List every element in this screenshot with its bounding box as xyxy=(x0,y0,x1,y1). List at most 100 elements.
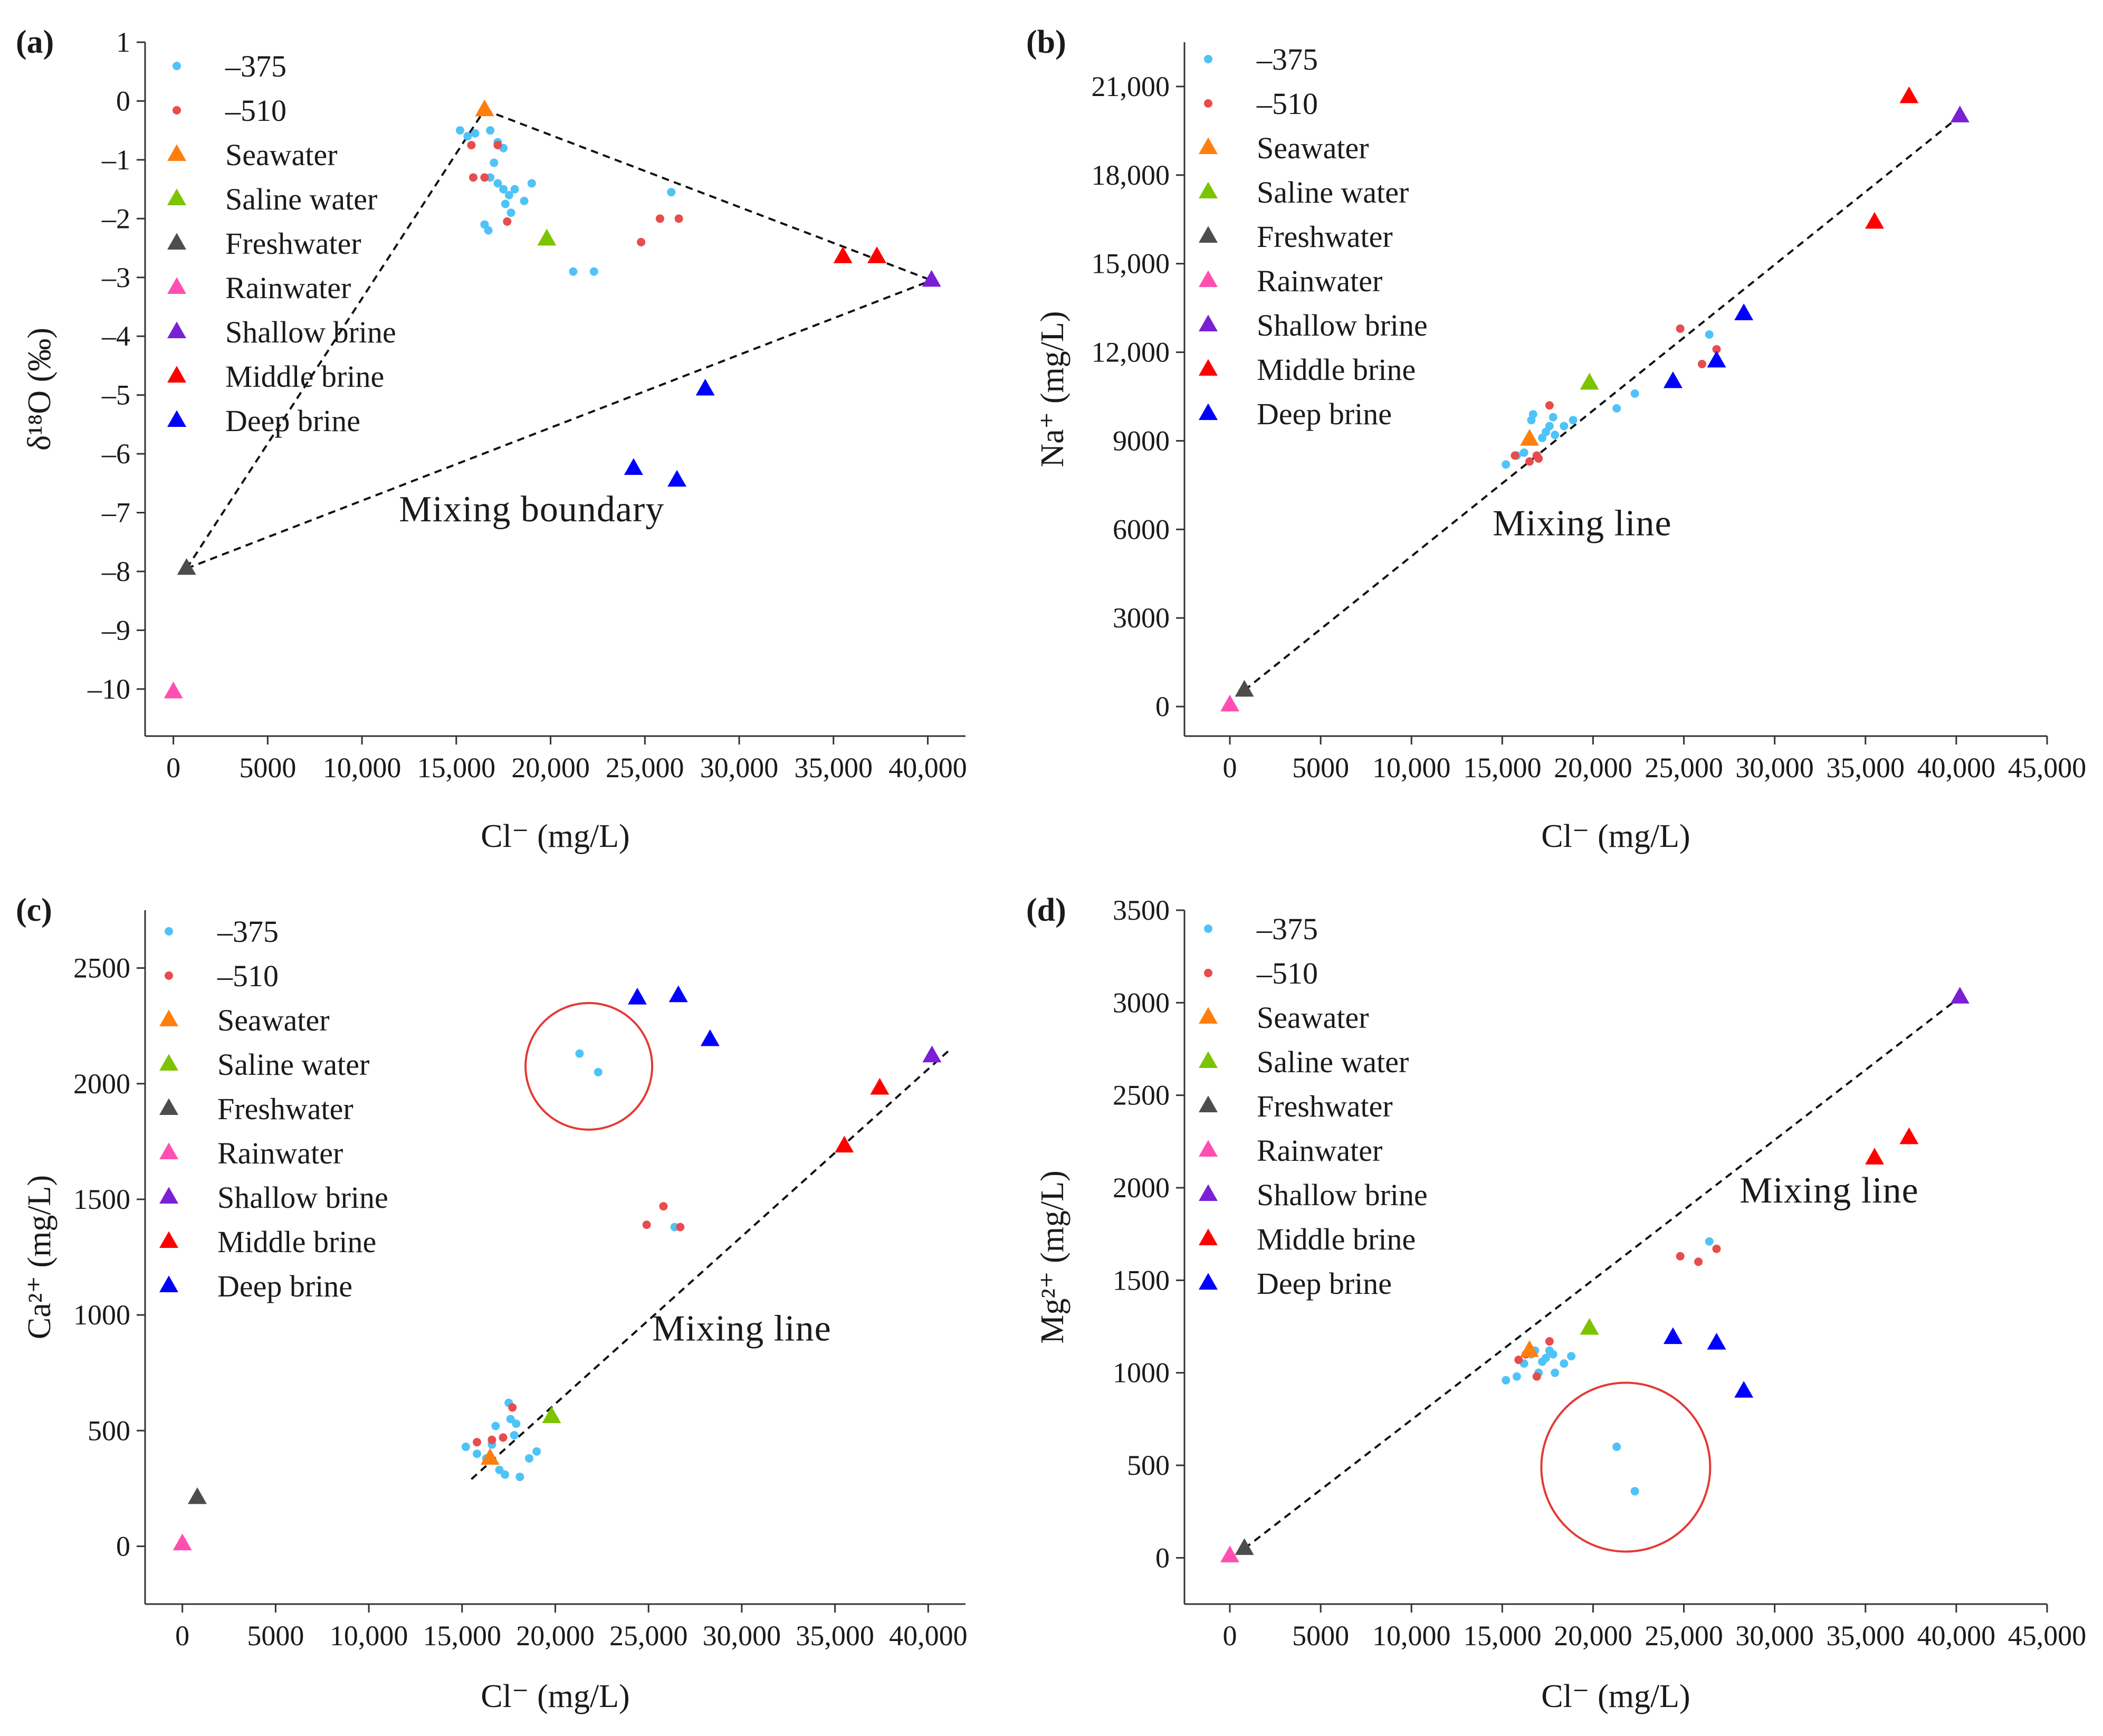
marker-freshwater xyxy=(1235,680,1254,697)
point-s510 xyxy=(499,1433,508,1442)
legend-label: Rainwater xyxy=(1257,264,1382,298)
marker-freshwater xyxy=(177,558,196,575)
point-s510 xyxy=(1514,1356,1523,1365)
point-s375 xyxy=(1551,1368,1560,1377)
x-tick-label: 5000 xyxy=(247,1620,304,1652)
legend-label: Seawater xyxy=(1257,131,1369,165)
legend-label: –375 xyxy=(217,914,279,949)
legend-triangle xyxy=(1199,1228,1218,1246)
legend-label: –510 xyxy=(217,959,279,993)
legend-triangle xyxy=(159,1142,178,1160)
y-tick-label: –2 xyxy=(101,203,130,234)
y-tick-label: 2500 xyxy=(73,952,130,984)
point-s510 xyxy=(1676,324,1685,333)
point-s375 xyxy=(495,1465,504,1474)
legend-label: –510 xyxy=(1256,956,1318,990)
legend-triangle xyxy=(1199,182,1218,199)
point-s375 xyxy=(1705,1237,1714,1246)
marker-middle-brine xyxy=(835,1136,854,1153)
panel-c: (c)0 5000 10,000 15,000 20,000 25,000 30,000 35… xyxy=(16,892,968,1714)
point-s375 xyxy=(1502,460,1511,469)
mixing-line xyxy=(484,109,932,282)
marker-deep-brine xyxy=(668,985,688,1003)
legend-dot xyxy=(1204,969,1212,977)
point-s510 xyxy=(493,141,502,150)
point-s510 xyxy=(1694,1257,1703,1266)
x-tick-label: 20,000 xyxy=(516,1620,595,1652)
point-s510 xyxy=(1676,1252,1685,1261)
marker-deep-brine xyxy=(628,987,647,1005)
panel-b: (b) 0 5000 10,000 15,000 20,000 25,000 30,000 35… xyxy=(1026,24,2086,854)
y-tick-label: 2500 xyxy=(1113,1080,1170,1111)
legend-triangle xyxy=(1199,1095,1218,1113)
legend-label: Freshwater xyxy=(1257,220,1393,254)
mixing-annotation: Mixing line xyxy=(1493,503,1672,543)
panel-label: (b) xyxy=(1026,24,1066,60)
y-tick-label: 500 xyxy=(1127,1449,1170,1481)
point-s375 xyxy=(1548,1350,1557,1359)
marker-middle-brine xyxy=(1865,1148,1884,1165)
legend-dot xyxy=(1204,924,1212,933)
legend-triangle xyxy=(167,410,186,427)
legend: –375 –510 Seawater Saline water Freshwater Ra… xyxy=(1199,912,1428,1301)
legend-triangle xyxy=(1199,1051,1218,1069)
legend-label: –510 xyxy=(225,93,286,128)
point-s510 xyxy=(674,214,683,223)
x-tick-label: 40,000 xyxy=(1917,752,1996,784)
legend-label: Freshwater xyxy=(225,226,361,261)
y-tick-label: 18,000 xyxy=(1092,159,1170,191)
legend-triangle xyxy=(1199,314,1218,332)
legend-triangle xyxy=(1199,137,1218,155)
highlight-circle xyxy=(1540,1381,1712,1553)
marker-saline-water xyxy=(542,1406,561,1423)
point-s375 xyxy=(471,129,480,138)
x-tick-label: 5000 xyxy=(1292,1620,1349,1652)
y-tick-label: –8 xyxy=(101,556,130,587)
marker-seawater xyxy=(480,1448,500,1465)
legend-label: Middle brine xyxy=(1257,352,1416,387)
y-tick-label: –7 xyxy=(101,497,130,529)
legend-triangle xyxy=(1199,226,1218,243)
legend-triangle xyxy=(167,321,186,339)
marker-seawater xyxy=(1520,1340,1539,1357)
y-tick-label: 1500 xyxy=(1113,1264,1170,1296)
legend-label: Rainwater xyxy=(225,271,351,305)
y-tick-label: 6000 xyxy=(1113,513,1170,545)
point-s375 xyxy=(1541,1353,1550,1362)
marker-middle-brine xyxy=(1899,86,1919,103)
point-s375 xyxy=(501,199,510,208)
x-tick-label: 15,000 xyxy=(417,752,496,784)
point-s375 xyxy=(1705,330,1714,339)
legend-triangle xyxy=(1199,1007,1218,1024)
point-s510 xyxy=(480,173,489,182)
legend-label: Saline water xyxy=(225,182,377,216)
legend-triangle xyxy=(1199,359,1218,376)
x-tick-label: 45,000 xyxy=(2008,752,2087,784)
legend-label: –510 xyxy=(1256,87,1318,121)
point-s510 xyxy=(1525,457,1534,466)
legend-label: Deep brine xyxy=(225,404,360,438)
marker-shallow-brine xyxy=(1950,106,1970,122)
point-s510 xyxy=(1698,359,1706,368)
marker-seawater xyxy=(475,99,494,117)
marker-deep-brine xyxy=(1734,1381,1754,1398)
legend-label: Saline water xyxy=(1257,175,1409,209)
point-s510 xyxy=(473,1438,482,1447)
x-tick-label: 10,000 xyxy=(330,1620,408,1652)
legend-label: Middle brine xyxy=(1257,1222,1416,1256)
y-tick-label: 1500 xyxy=(73,1184,130,1215)
point-s375 xyxy=(486,126,495,135)
y-tick-label: –4 xyxy=(101,320,130,352)
point-s375 xyxy=(461,1442,470,1451)
point-s375 xyxy=(1502,1376,1511,1385)
legend-triangle xyxy=(159,1275,178,1293)
point-s375 xyxy=(569,267,578,276)
point-s510 xyxy=(1712,1244,1721,1253)
x-axis-label: Cl⁻ (mg/L) xyxy=(1541,1678,1690,1714)
y-tick-label: –9 xyxy=(101,614,130,646)
x-tick-label: 35,000 xyxy=(795,752,873,784)
point-s375 xyxy=(589,267,598,276)
point-s375 xyxy=(1548,413,1557,422)
legend-triangle xyxy=(159,1098,178,1115)
